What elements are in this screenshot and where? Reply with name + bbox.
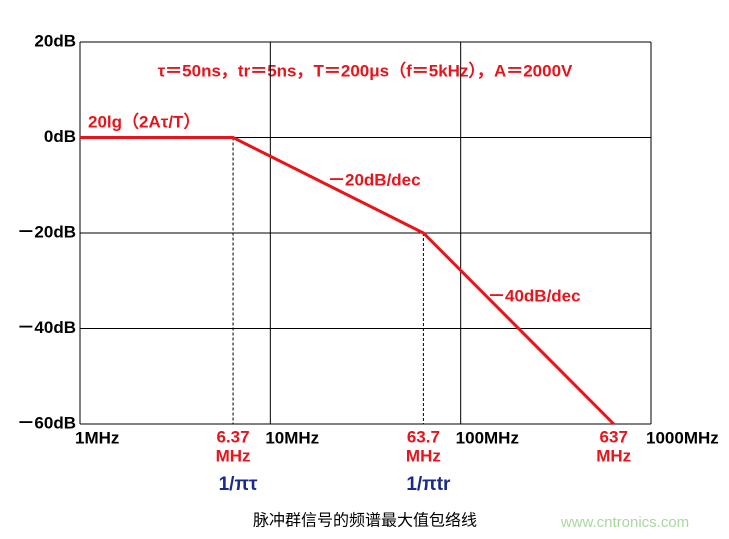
parameters: τ＝50ns，tr＝5ns，T＝200μs（f＝5kHz），A＝2000V <box>158 60 573 80</box>
corner-formula: 1/πtr <box>406 474 451 495</box>
corner-frequency: 6.37 <box>217 427 250 446</box>
slope-label: －40dB/dec <box>488 286 581 305</box>
slope-label: －20dB/dec <box>328 170 421 189</box>
frequency-unit: MHz <box>406 446 441 465</box>
level-label: 20lg（2Aτ/T） <box>88 111 200 131</box>
y-tick-label: －20dB <box>17 222 76 241</box>
frequency-unit: MHz <box>596 446 631 465</box>
x-tick-label: 1MHz <box>75 428 119 447</box>
y-tick-label: －60dB <box>17 413 76 432</box>
frequency-unit: MHz <box>216 446 251 465</box>
caption: 脉冲群信号的频谱最大值包络线 <box>253 511 477 530</box>
y-tick-label: 0dB <box>44 127 76 146</box>
watermark: www.cntronics.com <box>560 514 689 531</box>
corner-frequency: 63.7 <box>407 427 440 446</box>
corner-formula: 1/πτ <box>219 474 258 495</box>
corner-frequency: 637 <box>600 427 628 446</box>
x-tick-label: 1000MHz <box>646 428 719 447</box>
line <box>80 136 615 426</box>
y-tick-label: －40dB <box>17 318 76 337</box>
y-tick-label: 20dB <box>34 31 76 50</box>
x-tick-label: 10MHz <box>265 428 319 447</box>
x-tick-label: 100MHz <box>456 428 519 447</box>
